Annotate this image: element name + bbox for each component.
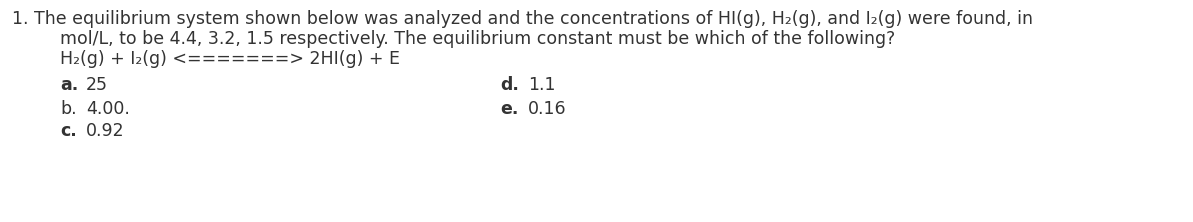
Text: e.: e. [500, 100, 519, 118]
Text: c.: c. [60, 122, 76, 140]
Text: 1.1: 1.1 [528, 76, 556, 94]
Text: a.: a. [60, 76, 79, 94]
Text: 25: 25 [86, 76, 109, 94]
Text: H₂(g) + I₂(g) <=======> 2HI(g) + E: H₂(g) + I₂(g) <=======> 2HI(g) + E [60, 50, 400, 68]
Text: 0.16: 0.16 [528, 100, 567, 118]
Text: 4.00.: 4.00. [86, 100, 130, 118]
Text: d.: d. [500, 76, 519, 94]
Text: b.: b. [60, 100, 76, 118]
Text: 0.92: 0.92 [86, 122, 124, 140]
Text: 1. The equilibrium system shown below was analyzed and the concentrations of HI(: 1. The equilibrium system shown below wa… [12, 10, 1033, 28]
Text: mol/L, to be 4.4, 3.2, 1.5 respectively. The equilibrium constant must be which : mol/L, to be 4.4, 3.2, 1.5 respectively.… [60, 30, 895, 48]
